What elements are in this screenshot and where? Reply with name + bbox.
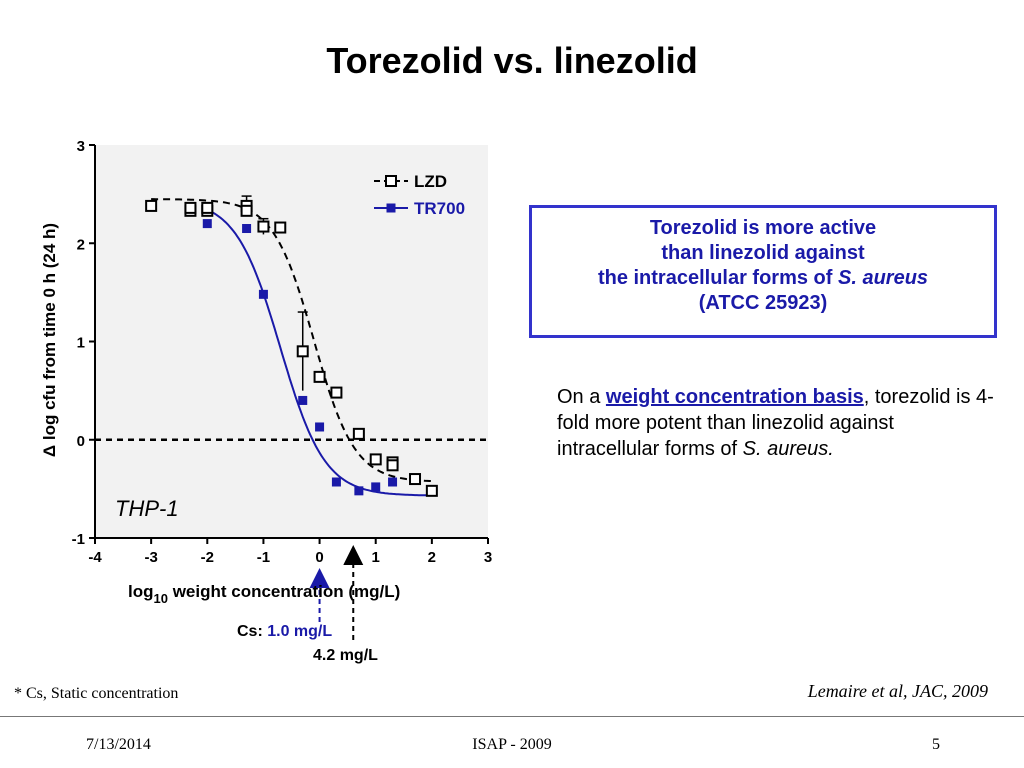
fit-curve-tr700 [206, 208, 432, 497]
data-point-tr700 [202, 219, 212, 229]
data-point-tr700 [388, 477, 398, 487]
plot-area [95, 145, 488, 538]
x-tick-label: 2 [428, 549, 436, 566]
slide-title: Torezolid vs. linezolid [326, 40, 698, 81]
plot-background [95, 145, 488, 538]
weight-concentration-link[interactable]: weight concentration basis [605, 386, 864, 408]
data-point-tr700 [331, 477, 341, 487]
callout-line-2: than linezolid against [661, 242, 865, 264]
cs-label-prefix: Cs: [237, 623, 267, 640]
footer-date: 7/13/2014 [86, 736, 151, 753]
x-tick-label: -1 [257, 549, 270, 566]
x-tick-label: -3 [144, 549, 157, 566]
legend-marker-lzd [385, 175, 397, 187]
data-point-lzd [240, 204, 253, 217]
key-finding-box: Torezolid is more active than linezolid … [529, 205, 997, 338]
data-point-tr700 [258, 289, 268, 299]
axes: -1 0 1 2 3 -4 -3 -2 -1 0 1 2 3 [72, 138, 493, 566]
x-tick-label: 0 [315, 549, 323, 566]
callout-line-4: (ATCC 25923) [698, 292, 828, 314]
legend-label-lzd: LZD [414, 172, 447, 191]
data-points [145, 195, 438, 497]
note-prefix: On a [557, 386, 606, 408]
footer-title: ISAP - 2009 [472, 736, 552, 753]
note-body: , torezolid is 4-fold more potent than l… [557, 386, 994, 460]
x-tick-label: 3 [484, 549, 492, 566]
fit-curves [151, 198, 432, 497]
y-tick-label: 0 [77, 433, 85, 450]
callout-organism: S. aureus [838, 267, 929, 289]
x-axis-label: log10 weight concentration (mg/L) [128, 582, 400, 606]
data-point-lzd [145, 199, 158, 212]
y-tick-label: -1 [72, 531, 85, 548]
footer-divider [0, 716, 1024, 717]
cs-label-value: 1.0 mg/L [267, 623, 332, 640]
x-tick-label: -4 [88, 549, 102, 566]
dose-response-chart: -1 0 1 2 3 -4 -3 -2 -1 0 1 2 3 LZD TR700 Cs: 1.0 mg/L… [40, 138, 493, 664]
note-organism: S. aureus. [742, 438, 834, 460]
y-tick-label: 3 [77, 138, 85, 155]
fit-curve-lzd [151, 198, 432, 483]
callout-line-3-text: the intracellular forms of [597, 267, 838, 289]
data-point-lzd [409, 473, 422, 486]
callout-line-3: the intracellular forms of S. aureus [532, 266, 994, 291]
callout-line-1: Torezolid is more active [649, 217, 877, 239]
page-number: 5 [932, 736, 940, 753]
data-point-tr700 [242, 224, 252, 234]
legend: LZD TR700 [374, 172, 465, 218]
y-tick-label: 1 [77, 335, 85, 352]
concentration-annotations: Cs: 1.0 mg/L 4.2 mg/L [237, 545, 378, 664]
x-tick-label: 1 [372, 549, 380, 566]
data-point-lzd [313, 370, 326, 383]
data-point-lzd [296, 345, 309, 358]
legend-label-tr700: TR700 [414, 199, 465, 218]
data-point-lzd [201, 201, 214, 214]
cell-line-label: THP-1 [115, 496, 179, 521]
x-axis-label-prefix: log [128, 582, 154, 601]
x-tick-label: -2 [201, 549, 214, 566]
x-axis-label-sub: 10 [154, 591, 168, 606]
data-point-tr700 [371, 482, 381, 492]
data-point-lzd [386, 459, 399, 472]
data-point-lzd [330, 386, 343, 399]
citation: Lemaire et al, JAC, 2009 [807, 681, 988, 701]
y-tick-label: 2 [77, 236, 85, 253]
data-point-tr700 [298, 395, 308, 405]
data-point-tr700 [354, 486, 364, 496]
potency-note: On a weight concentration basis, torezol… [557, 384, 997, 462]
footnote: * Cs, Static concentration [14, 685, 179, 702]
y-axis-label: Δ log cfu from time 0 h (24 h) [40, 223, 59, 457]
data-point-lzd [425, 484, 438, 497]
legend-marker-tr700 [386, 203, 396, 213]
data-point-lzd [274, 221, 287, 234]
cs-label-torezolid: Cs: 1.0 mg/L [237, 623, 332, 640]
data-point-lzd [184, 201, 197, 214]
data-point-lzd [369, 453, 382, 466]
data-point-tr700 [315, 422, 325, 432]
cs-label-linezolid: 4.2 mg/L [313, 647, 378, 664]
data-point-lzd [352, 427, 365, 440]
x-axis-label-suffix: weight concentration (mg/L) [168, 582, 400, 601]
data-point-lzd [257, 220, 270, 233]
